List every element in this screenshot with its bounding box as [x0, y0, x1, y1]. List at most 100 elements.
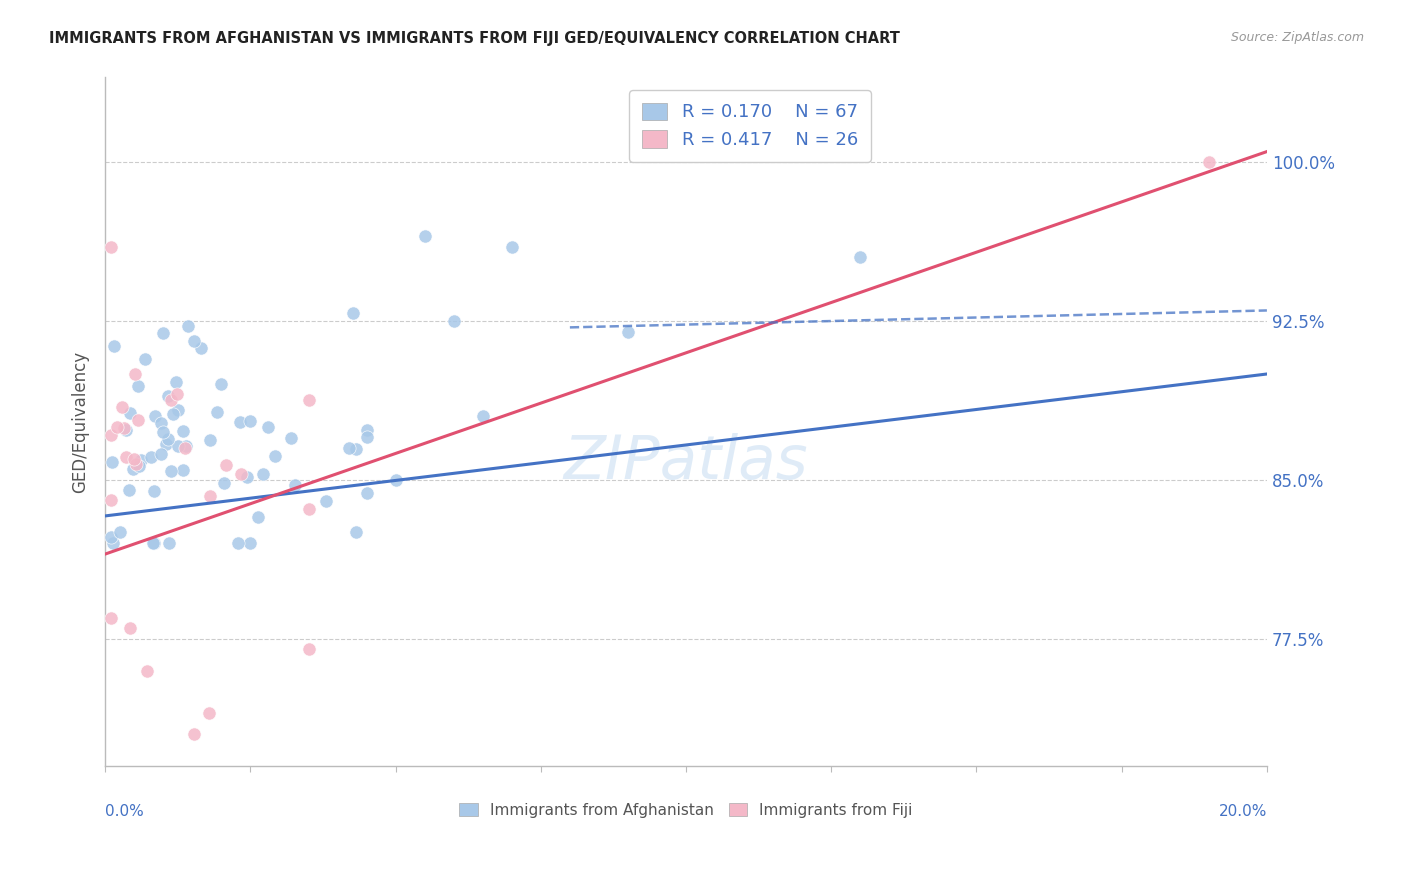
Point: [165, 376, 187, 390]
Point: [229, 467, 252, 482]
Point: [239, 414, 262, 428]
Point: [159, 536, 181, 550]
Point: [124, 367, 146, 381]
Point: [142, 483, 165, 498]
Point: [103, 339, 125, 353]
Point: [159, 392, 181, 407]
Point: [142, 536, 165, 550]
Point: [337, 441, 360, 455]
Point: [121, 462, 143, 476]
Point: [105, 420, 128, 434]
Point: [100, 427, 122, 442]
Point: [284, 478, 307, 492]
Point: [100, 610, 122, 624]
Point: [115, 423, 138, 437]
Text: IMMIGRANTS FROM AFGHANISTAN VS IMMIGRANTS FROM FIJI GED/EQUIVALENCY CORRELATION : IMMIGRANTS FROM AFGHANISTAN VS IMMIGRANT…: [49, 31, 900, 46]
Point: [346, 525, 368, 540]
Point: [157, 432, 180, 446]
Point: [198, 489, 221, 503]
Point: [122, 451, 145, 466]
Point: [200, 433, 222, 447]
Point: [226, 536, 249, 550]
Point: [100, 240, 122, 254]
Point: [152, 326, 174, 340]
Point: [155, 437, 177, 451]
Text: ZIPatlas: ZIPatlas: [564, 434, 808, 492]
Point: [115, 450, 138, 464]
Point: [344, 442, 367, 456]
Point: [167, 439, 190, 453]
Point: [150, 447, 173, 461]
Point: [183, 727, 205, 741]
Point: [471, 409, 494, 424]
Point: [160, 464, 183, 478]
Point: [134, 352, 156, 367]
Text: Source: ZipAtlas.com: Source: ZipAtlas.com: [1230, 31, 1364, 45]
Point: [247, 510, 270, 524]
Point: [257, 420, 280, 434]
Point: [100, 530, 122, 544]
Point: [139, 450, 162, 464]
Point: [166, 403, 188, 417]
Point: [297, 642, 319, 657]
Point: [384, 473, 406, 487]
Point: [172, 463, 194, 477]
Point: [228, 415, 250, 429]
Point: [136, 664, 159, 678]
Point: [152, 425, 174, 439]
Point: [112, 421, 135, 435]
Point: [129, 453, 152, 467]
Text: 0.0%: 0.0%: [105, 804, 143, 819]
Point: [239, 536, 262, 550]
Point: [142, 536, 165, 550]
Point: [212, 476, 235, 491]
Point: [128, 458, 150, 473]
Point: [190, 341, 212, 355]
Point: [413, 229, 436, 244]
Point: [617, 325, 640, 339]
Point: [118, 483, 141, 497]
Point: [101, 536, 124, 550]
Point: [443, 314, 465, 328]
Point: [172, 424, 194, 438]
Point: [183, 334, 205, 349]
Point: [205, 405, 228, 419]
Point: [101, 454, 124, 468]
Point: [209, 376, 232, 391]
Point: [356, 430, 378, 444]
Point: [235, 470, 257, 484]
Legend: Immigrants from Afghanistan, Immigrants from Fiji: Immigrants from Afghanistan, Immigrants …: [453, 797, 920, 823]
Point: [501, 240, 523, 254]
Point: [356, 423, 378, 437]
Point: [280, 431, 302, 445]
Point: [342, 306, 364, 320]
Point: [149, 417, 172, 431]
Point: [174, 439, 197, 453]
Point: [166, 387, 188, 401]
Point: [252, 467, 274, 481]
Point: [118, 621, 141, 635]
Point: [127, 413, 149, 427]
Point: [297, 501, 319, 516]
Point: [356, 485, 378, 500]
Point: [215, 458, 238, 472]
Point: [177, 318, 200, 333]
Point: [297, 393, 319, 408]
Point: [143, 409, 166, 423]
Point: [198, 706, 221, 720]
Point: [127, 378, 149, 392]
Point: [111, 401, 134, 415]
Point: [315, 494, 337, 508]
Point: [264, 449, 287, 463]
Point: [125, 457, 148, 471]
Point: [157, 389, 180, 403]
Point: [1198, 155, 1220, 169]
Y-axis label: GED/Equivalency: GED/Equivalency: [72, 351, 89, 492]
Point: [108, 524, 131, 539]
Point: [849, 251, 872, 265]
Text: 20.0%: 20.0%: [1219, 804, 1267, 819]
Point: [120, 406, 142, 420]
Point: [100, 492, 122, 507]
Point: [173, 441, 195, 455]
Point: [162, 407, 184, 421]
